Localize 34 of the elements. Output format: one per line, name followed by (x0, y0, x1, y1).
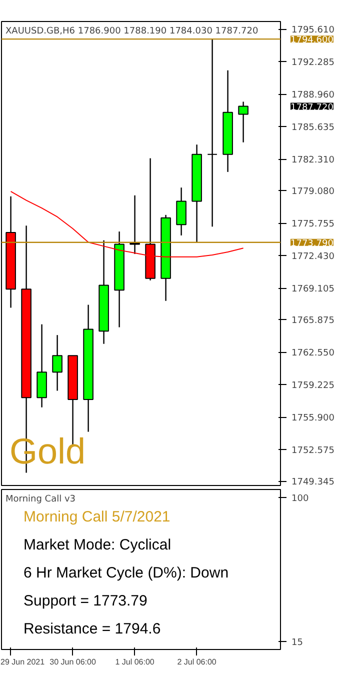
y-tick-label: 1749.345 (292, 478, 334, 488)
y-tick-label: 1785.635 (292, 123, 334, 134)
category-label: 1 Jul 06:00 (115, 658, 155, 666)
y-tick-label: 1755.900 (292, 414, 335, 424)
category-label: 29 Jun 2021 (0, 658, 46, 666)
y-tick-label: 1775.755 (292, 220, 334, 230)
text: 15 (292, 638, 303, 648)
candlestick (207, 38, 218, 228)
text: Support = 1773.79 (24, 592, 148, 610)
y-tick-label: 1788.960 (292, 90, 335, 101)
category-label: 2 Jul 06:00 (177, 658, 217, 666)
y-tick-label: 1762.550 (292, 348, 335, 359)
y-tick-label: 1752.575 (292, 446, 334, 456)
text: Resistance = 1794.6 (24, 620, 161, 638)
y-tick-label: 1779.080 (292, 187, 335, 198)
y-tick-label: 1769.105 (292, 284, 334, 295)
candlestick (238, 101, 248, 143)
candlestick (52, 334, 62, 392)
y-tick-label: 1792.285 (292, 58, 334, 68)
category-label: 30 Jun 06:00 (50, 658, 96, 666)
text: Market Mode: Cyclical (24, 536, 172, 554)
ref-line-label: 1773.790 (290, 238, 334, 249)
text: 6 Hr Market Cycle (D%): Down (24, 564, 229, 582)
text: XAUUSD.GB,H6 1786.900 1788.190 1784.030 1787.720 (6, 26, 258, 36)
y-tick-label: 1795.610 (292, 26, 335, 36)
y-tick-label: 1772.430 (292, 252, 335, 262)
y-tick-label: 1765.875 (292, 316, 334, 326)
text: 1787.720 (290, 102, 334, 113)
candlestick (176, 186, 186, 236)
text: 100 (292, 494, 309, 504)
text: Morning Call 5/7/2021 (24, 508, 170, 526)
y-tick-label: 1759.225 (292, 381, 334, 392)
y-tick-label: 1782.310 (292, 156, 335, 166)
text: Morning Call v3 (6, 494, 76, 504)
